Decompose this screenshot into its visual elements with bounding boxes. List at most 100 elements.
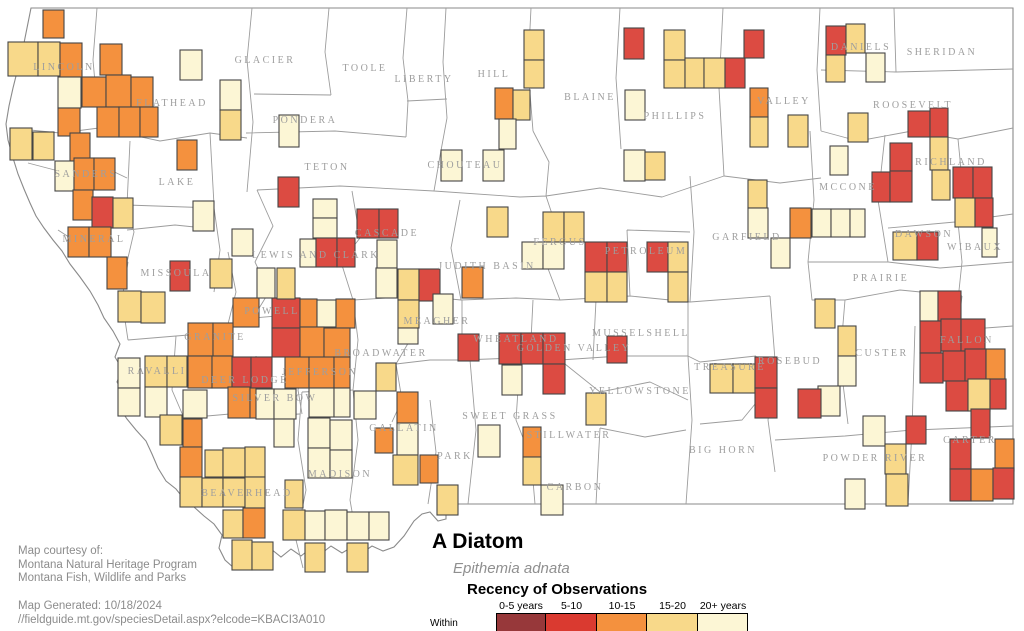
- observation-square: [919, 290, 939, 322]
- observation-square: [335, 298, 356, 329]
- observation-square: [397, 327, 419, 345]
- observation-square: [929, 107, 949, 138]
- observation-square: [333, 387, 351, 418]
- observation-square: [69, 132, 91, 162]
- legend-color-swatch: [546, 613, 597, 631]
- observation-square: [96, 106, 120, 138]
- observation-square: [937, 290, 962, 322]
- observation-square: [494, 87, 514, 120]
- observation-square: [323, 327, 351, 359]
- county-label: FERGUS: [533, 237, 586, 248]
- county-label: MISSOULA: [140, 268, 211, 279]
- observation-square: [375, 267, 398, 299]
- observation-square: [811, 208, 832, 238]
- generated-date: Map Generated: 10/18/2024: [18, 600, 162, 612]
- county-label: ROOSEVELT: [873, 100, 953, 111]
- observation-square: [242, 507, 266, 539]
- county-label: CARBON: [547, 482, 604, 493]
- county-label: SILVER BOW: [233, 393, 318, 404]
- county-label: JEFFERSON: [282, 367, 358, 378]
- county-labels: LINCOLN FLATHEAD GLACIER TOOLE LIBERTY HILL BL…: [33, 42, 1000, 499]
- observation-square: [584, 271, 608, 303]
- observation-square: [282, 509, 306, 541]
- observation-square: [118, 106, 141, 138]
- observation-square: [845, 23, 866, 54]
- observation-square: [749, 116, 769, 148]
- observation-square: [964, 348, 987, 382]
- county-label: RAVALLI: [128, 366, 187, 377]
- county-label: DANIELS: [831, 42, 891, 53]
- observation-square: [667, 271, 689, 303]
- observation-square: [179, 446, 203, 478]
- observation-square: [324, 509, 348, 541]
- observation-square: [787, 114, 809, 148]
- county-label: JUDITH BASIN: [438, 261, 536, 272]
- observation-square: [985, 348, 1006, 380]
- observation-square: [396, 391, 419, 424]
- legend-category: 10-15: [596, 600, 648, 631]
- observation-square: [512, 89, 531, 121]
- observation-square: [907, 110, 931, 138]
- observation-square: [169, 260, 191, 292]
- observation-square: [176, 139, 198, 171]
- observation-square: [308, 356, 335, 389]
- county-label: TREASURE: [694, 362, 766, 373]
- observation-square: [981, 227, 998, 258]
- observation-square: [563, 211, 585, 243]
- observation-square: [418, 268, 441, 302]
- observation-square: [284, 356, 310, 389]
- observation-square: [32, 131, 55, 161]
- county-label: LIBERTY: [394, 74, 453, 85]
- observation-square: [747, 207, 769, 239]
- observation-square: [299, 326, 325, 359]
- observation-square: [747, 179, 768, 209]
- observation-square: [703, 57, 726, 89]
- observation-square: [972, 166, 993, 199]
- observation-square: [392, 454, 419, 486]
- observation-square: [179, 49, 203, 81]
- observation-square: [623, 149, 646, 182]
- observation-square: [273, 418, 295, 448]
- observation-square: [825, 54, 846, 83]
- observation-square: [316, 299, 337, 328]
- observation-square: [182, 418, 203, 448]
- legend-category-label: 15-20: [659, 600, 686, 612]
- legend-color-swatch: [647, 613, 698, 631]
- observation-square: [419, 454, 439, 484]
- county-label: POWELL: [244, 306, 300, 317]
- observation-square: [57, 76, 82, 109]
- observation-square: [663, 59, 686, 89]
- observation-square: [204, 449, 224, 478]
- observation-square: [251, 541, 274, 571]
- observation-square: [42, 9, 65, 39]
- observation-square: [942, 350, 966, 382]
- observation-square: [477, 424, 501, 458]
- observation-square: [368, 511, 390, 541]
- legend-category: 15-20: [647, 600, 698, 631]
- county-label: CASCADE: [355, 228, 419, 239]
- observation-square: [209, 258, 233, 289]
- observation-square: [256, 267, 276, 299]
- observation-square: [276, 267, 296, 300]
- county-label: MEAGHER: [404, 316, 471, 327]
- county-label: MUSSELSHELL: [592, 328, 690, 339]
- source-url: //fieldguide.mt.gov/speciesDetail.aspx?e…: [18, 613, 326, 626]
- observation-square: [312, 217, 338, 239]
- observation-square: [919, 320, 942, 354]
- county-label: MINERAL: [62, 234, 125, 245]
- observation-square: [606, 271, 628, 303]
- observation-square: [945, 380, 969, 412]
- observation-square: [770, 237, 791, 269]
- county-label: LEWIS AND CLARK: [252, 250, 380, 261]
- observation-square: [353, 390, 377, 420]
- observation-square: [644, 151, 666, 181]
- observation-square: [312, 198, 338, 219]
- observation-square: [457, 333, 480, 362]
- observation-square: [329, 449, 353, 479]
- observation-square: [585, 392, 607, 426]
- observation-square: [967, 378, 991, 412]
- county-label: PRAIRIE: [853, 273, 909, 284]
- county-label: STILLWATER: [527, 430, 612, 441]
